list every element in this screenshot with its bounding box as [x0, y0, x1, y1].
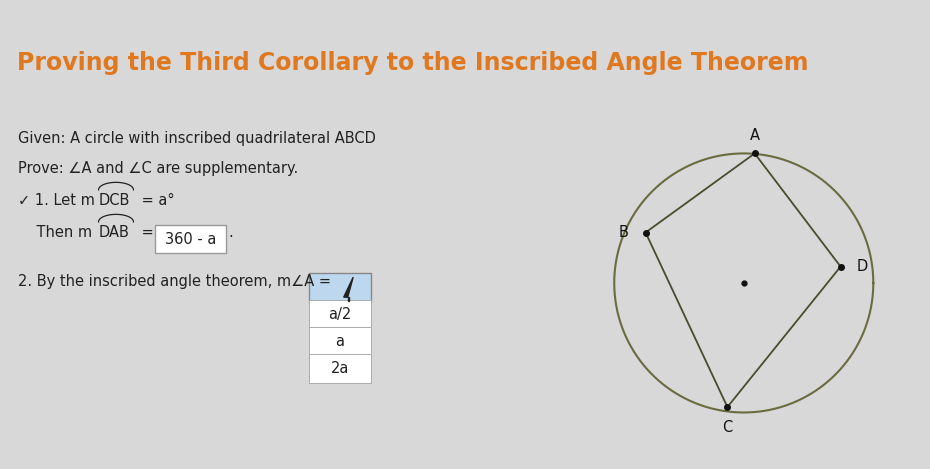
Text: A: A — [750, 128, 760, 143]
Polygon shape — [344, 277, 353, 297]
Text: a/2: a/2 — [328, 307, 352, 322]
Polygon shape — [348, 297, 349, 301]
Text: B: B — [618, 225, 629, 240]
Text: = a°: = a° — [137, 193, 175, 208]
Text: 360 - a: 360 - a — [165, 232, 216, 247]
FancyBboxPatch shape — [309, 355, 371, 383]
FancyBboxPatch shape — [154, 225, 227, 253]
Text: DCB: DCB — [99, 193, 130, 208]
Text: Then m: Then m — [18, 225, 92, 240]
Text: 2. By the inscribed angle theorem, m∠A =: 2. By the inscribed angle theorem, m∠A = — [18, 274, 336, 289]
Text: Given: A circle with inscribed quadrilateral ABCD: Given: A circle with inscribed quadrilat… — [18, 131, 376, 146]
Text: ✓ 1. Let m: ✓ 1. Let m — [18, 193, 95, 208]
Text: a: a — [336, 334, 344, 349]
Text: DAB: DAB — [99, 225, 129, 240]
Text: C: C — [723, 420, 733, 435]
Text: Prove: ∠A and ∠C are supplementary.: Prove: ∠A and ∠C are supplementary. — [18, 161, 299, 176]
Text: 2a: 2a — [331, 361, 349, 376]
Text: D: D — [857, 259, 868, 274]
FancyBboxPatch shape — [309, 301, 371, 329]
FancyBboxPatch shape — [309, 327, 371, 356]
Text: =: = — [137, 225, 158, 240]
Text: Proving the Third Corollary to the Inscribed Angle Theorem: Proving the Third Corollary to the Inscr… — [17, 52, 808, 76]
FancyBboxPatch shape — [309, 273, 371, 302]
Text: .: . — [229, 225, 233, 240]
